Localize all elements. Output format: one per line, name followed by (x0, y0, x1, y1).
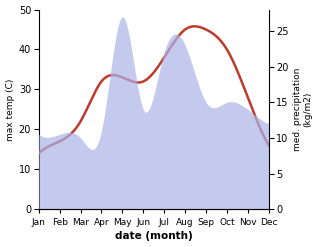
X-axis label: date (month): date (month) (115, 231, 193, 242)
Y-axis label: med. precipitation
(kg/m2): med. precipitation (kg/m2) (293, 68, 313, 151)
Y-axis label: max temp (C): max temp (C) (5, 78, 15, 141)
